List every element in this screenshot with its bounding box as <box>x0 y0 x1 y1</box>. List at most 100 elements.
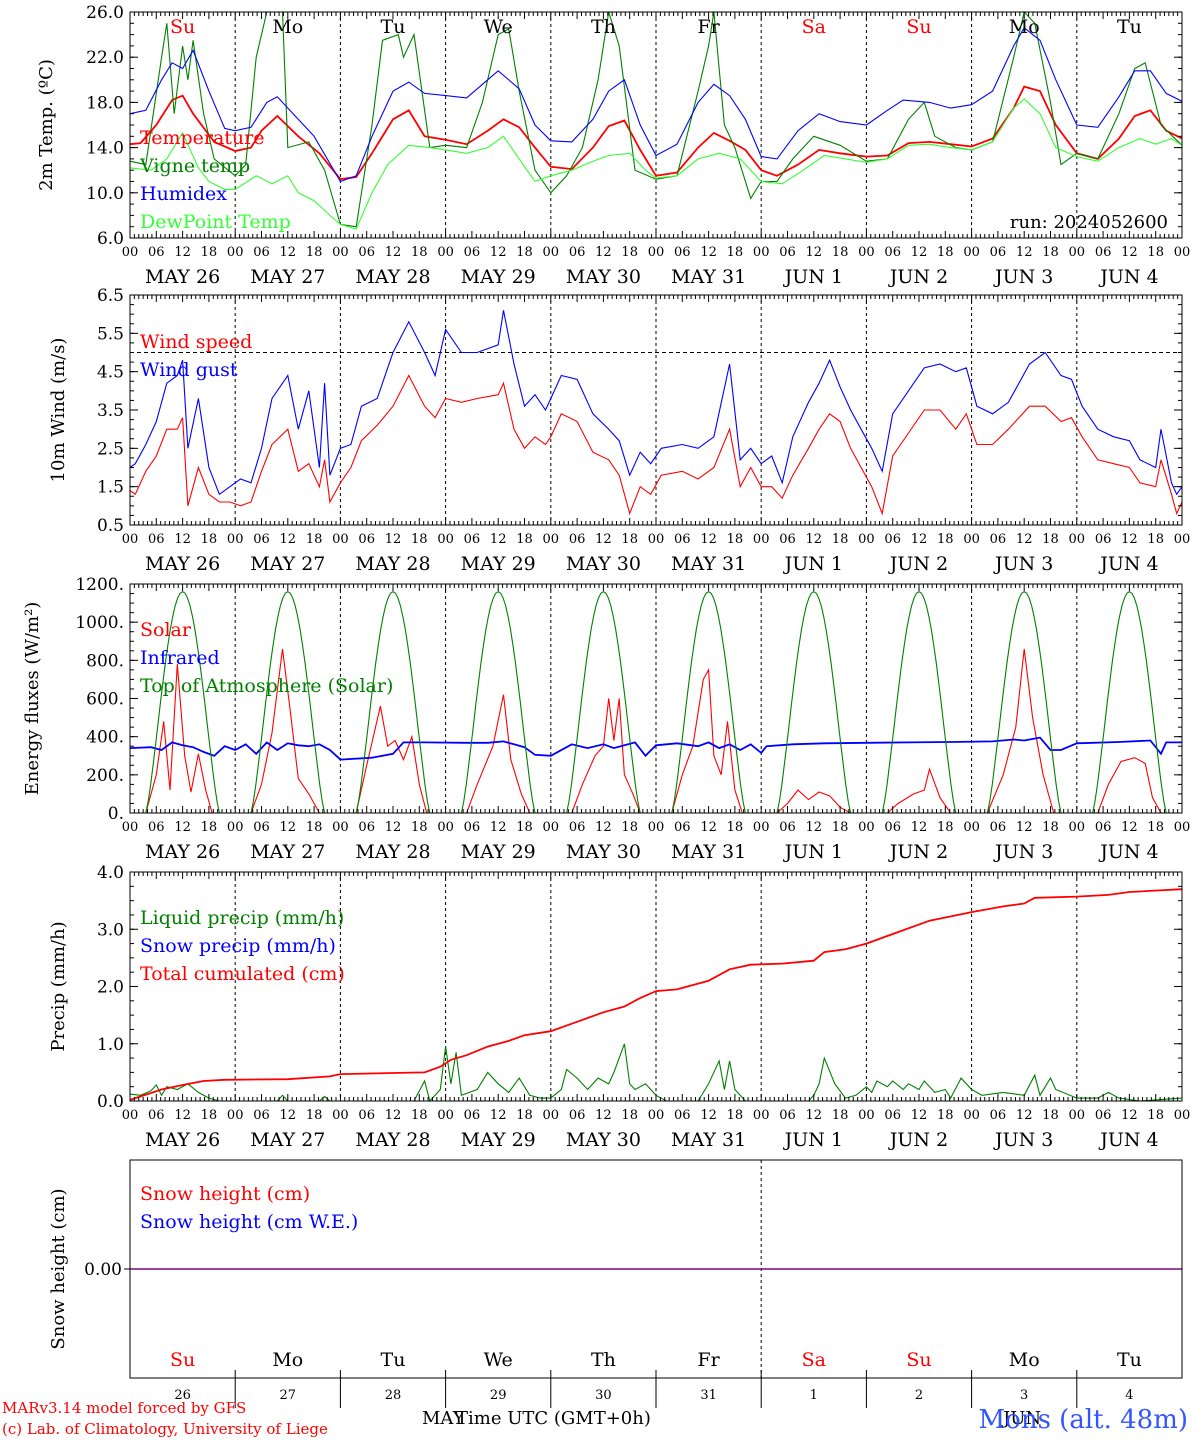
hour-tick-label: 00 <box>227 1108 244 1123</box>
hour-tick-label: 00 <box>753 245 770 260</box>
hour-tick-label: 06 <box>358 1108 375 1123</box>
hour-tick-label: 00 <box>753 820 770 835</box>
y-tick-label: 1200. <box>75 575 124 595</box>
hour-tick-label: 18 <box>832 820 849 835</box>
hour-tick-label: 12 <box>595 820 612 835</box>
hour-tick-label: 06 <box>1095 1108 1112 1123</box>
hour-tick-label: 00 <box>1069 245 1086 260</box>
hour-tick-label: 00 <box>122 1108 139 1123</box>
hour-tick-label: 18 <box>937 532 954 547</box>
hour-tick-label: 00 <box>227 532 244 547</box>
weekday-label: Tu <box>381 1349 406 1371</box>
hour-tick-label: 06 <box>358 820 375 835</box>
hour-tick-label: 12 <box>385 245 402 260</box>
hour-tick-label: 12 <box>490 820 507 835</box>
weekday-label: Tu <box>381 16 406 38</box>
y-tick-label: 200. <box>86 766 124 786</box>
legend-entry: Temperature <box>140 127 264 149</box>
weekday-label: Mo <box>272 1349 303 1371</box>
day-number-label: 31 <box>700 1388 717 1403</box>
date-label: MAY 27 <box>250 266 325 288</box>
panel-1: 00 06 12 18 MAY 26 00 06 12 18 MAY 27 00 06 12 18 MAY … <box>36 3 1190 288</box>
y-tick-label: 0.5 <box>97 516 124 536</box>
hour-tick-label: 18 <box>306 820 323 835</box>
date-label: MAY 26 <box>145 266 220 288</box>
hour-tick-label: 00 <box>1174 1108 1191 1123</box>
hour-tick-label: 18 <box>1147 820 1164 835</box>
series-line-humidex <box>129 26 1183 183</box>
hour-tick-label: 18 <box>411 820 428 835</box>
hour-tick-label: 12 <box>280 245 297 260</box>
hour-tick-label: 18 <box>411 532 428 547</box>
date-label: JUN 2 <box>888 266 948 288</box>
hour-tick-label: 06 <box>464 245 481 260</box>
hour-tick-label: 18 <box>1147 532 1164 547</box>
hour-tick-label: 12 <box>700 532 717 547</box>
date-label: MAY 30 <box>566 553 641 575</box>
hour-tick-label: 06 <box>990 820 1007 835</box>
series-line-liquid-precip-mm-h- <box>129 1043 1183 1103</box>
hour-tick-label: 06 <box>569 1108 586 1123</box>
hour-tick-label: 18 <box>621 1108 638 1123</box>
date-label: MAY 28 <box>355 266 430 288</box>
weekday-label: Mo <box>1009 1349 1040 1371</box>
hour-tick-label: 06 <box>253 820 270 835</box>
date-label: MAY 30 <box>566 1129 641 1151</box>
y-axis-label: 10m Wind (m/s) <box>48 338 69 483</box>
legend-entry: Vigne temp <box>139 155 250 177</box>
hour-tick-label: 18 <box>832 532 849 547</box>
legend-entry: Wind gust <box>140 359 238 381</box>
weekday-label: Su <box>170 1349 195 1371</box>
hour-tick-label: 06 <box>569 532 586 547</box>
hour-tick-label: 06 <box>148 532 165 547</box>
hour-tick-label: 12 <box>1016 820 1033 835</box>
date-label: JUN 1 <box>783 1129 843 1151</box>
panel-4: 00 06 12 18 MAY 26 00 06 12 18 MAY 27 00 06 12 18 MAY … <box>48 863 1190 1151</box>
hour-tick-label: 12 <box>595 245 612 260</box>
hour-tick-label: 00 <box>648 820 665 835</box>
hour-tick-label: 12 <box>280 532 297 547</box>
day-number-label: 28 <box>385 1388 402 1403</box>
hour-tick-label: 06 <box>674 245 691 260</box>
series-line-infrared <box>129 736 1182 761</box>
y-tick-label: 18.0 <box>86 93 124 113</box>
hour-tick-label: 00 <box>437 532 454 547</box>
hour-tick-label: 18 <box>832 1108 849 1123</box>
footer: MARv3.14 model forced by GFS (c) Lab. of … <box>2 1399 1188 1438</box>
series-line-dewpoint-temp <box>129 98 1183 230</box>
weekday-label: Mo <box>1009 16 1040 38</box>
hour-tick-label: 18 <box>201 245 218 260</box>
hour-tick-label: 06 <box>358 532 375 547</box>
hour-tick-label: 00 <box>963 245 980 260</box>
weekday-label: Su <box>170 16 195 38</box>
hour-tick-label: 18 <box>621 820 638 835</box>
weekday-label: Su <box>906 1349 931 1371</box>
date-label: JUN 2 <box>888 1129 948 1151</box>
hour-tick-label: 12 <box>595 532 612 547</box>
date-label: MAY 30 <box>566 841 641 863</box>
date-label: JUN 3 <box>993 1129 1053 1151</box>
hour-tick-label: 06 <box>253 1108 270 1123</box>
y-tick-label: 26.0 <box>86 3 124 23</box>
day-number-label: 4 <box>1125 1388 1133 1403</box>
hour-tick-label: 12 <box>1016 1108 1033 1123</box>
hour-tick-label: 12 <box>1121 245 1138 260</box>
hour-tick-label: 00 <box>753 532 770 547</box>
y-tick-label: 1000. <box>75 613 124 633</box>
series-line-temperature <box>129 85 1183 181</box>
hour-tick-label: 12 <box>1121 1108 1138 1123</box>
hour-tick-label: 18 <box>201 532 218 547</box>
hour-tick-label: 00 <box>227 820 244 835</box>
hour-tick-label: 06 <box>148 245 165 260</box>
date-label: MAY 31 <box>671 553 746 575</box>
hour-tick-label: 00 <box>1069 820 1086 835</box>
hour-tick-label: 12 <box>911 1108 928 1123</box>
hour-tick-label: 12 <box>806 532 823 547</box>
hour-tick-label: 00 <box>122 532 139 547</box>
series-line-wind-speed <box>129 374 1183 516</box>
hour-tick-label: 18 <box>832 245 849 260</box>
hour-tick-label: 18 <box>1042 532 1059 547</box>
date-label: JUN 1 <box>783 266 843 288</box>
hour-tick-label: 12 <box>280 1108 297 1123</box>
hour-tick-label: 00 <box>858 532 875 547</box>
